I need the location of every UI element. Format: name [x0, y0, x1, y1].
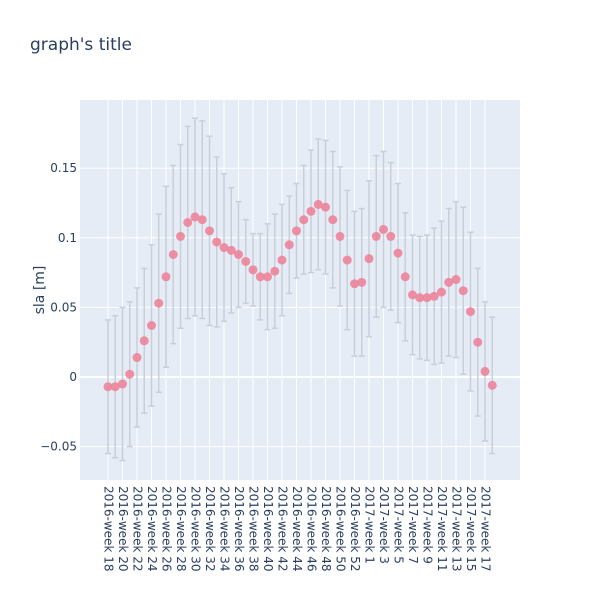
data-point[interactable]	[335, 231, 345, 241]
data-point[interactable]	[241, 256, 251, 266]
x-tick-label: 2016-week 50	[334, 486, 348, 571]
data-point[interactable]	[292, 226, 301, 236]
data-point[interactable]	[284, 240, 294, 250]
y-tick-label: 0.1	[58, 231, 77, 245]
data-point[interactable]	[248, 265, 258, 275]
x-tick-label: 2016-week 30	[189, 486, 203, 571]
x-tick-label: 2016-week 32	[203, 486, 217, 571]
x-tick-label: 2016-week 42	[276, 486, 290, 571]
x-tick-label: 2016-week 40	[261, 486, 275, 571]
x-tick-label: 2016-week 46	[305, 486, 319, 571]
data-point[interactable]	[263, 272, 272, 282]
x-tick-label: 2017-week 15	[464, 486, 478, 571]
plot-area	[80, 100, 520, 480]
x-tick-label: 2017-week 7	[406, 486, 420, 564]
data-point[interactable]	[444, 277, 454, 287]
data-point[interactable]	[154, 298, 164, 308]
data-point[interactable]	[451, 275, 461, 285]
y-axis-title: sla [m]	[32, 266, 48, 315]
data-point[interactable]	[234, 250, 243, 260]
data-point[interactable]	[255, 272, 265, 282]
data-point[interactable]	[473, 337, 483, 347]
data-point[interactable]	[487, 380, 497, 390]
data-point[interactable]	[400, 272, 410, 282]
x-tick-labels: 2016-week 18 2016-week 20 2016-week 22 2016…	[102, 486, 493, 571]
x-tick-label: 2016-week 52	[348, 486, 362, 571]
data-point[interactable]	[386, 231, 396, 241]
y-tick-label: 0.05	[50, 300, 77, 314]
data-point[interactable]	[277, 255, 287, 265]
x-tick-label: 2017-week 1	[363, 486, 377, 564]
x-tick-label: 2016-week 28	[174, 486, 188, 571]
chart-title: graph's title	[30, 35, 132, 55]
data-point[interactable]	[422, 293, 432, 303]
data-point[interactable]	[270, 266, 280, 276]
x-tick-label: 2016-week 36	[232, 486, 246, 571]
data-point[interactable]	[190, 212, 200, 222]
data-point[interactable]	[132, 353, 142, 363]
x-tick-label: 2016-week 44	[290, 486, 304, 571]
x-tick-label: 2016-week 18	[102, 486, 116, 571]
data-point[interactable]	[176, 231, 185, 241]
data-point[interactable]	[371, 231, 381, 241]
x-tick-label: 2017-week 9	[421, 486, 435, 564]
data-point[interactable]	[364, 254, 374, 264]
data-point[interactable]	[466, 307, 475, 317]
data-point[interactable]	[321, 202, 330, 212]
y-tick-label: 0.15	[50, 161, 77, 175]
x-tick-label: 2016-week 38	[247, 486, 261, 571]
data-point[interactable]	[118, 379, 127, 389]
data-point[interactable]	[103, 382, 113, 392]
data-point[interactable]	[408, 290, 417, 300]
data-point[interactable]	[197, 215, 207, 225]
data-point[interactable]	[350, 279, 359, 289]
data-point[interactable]	[437, 287, 446, 297]
y-tick-label: −0.05	[40, 440, 77, 454]
data-point[interactable]	[219, 243, 229, 253]
x-tick-label: 2017-week 13	[450, 486, 464, 571]
data-point[interactable]	[183, 217, 193, 227]
data-point[interactable]	[147, 320, 156, 330]
x-tick-label: 2016-week 20	[116, 486, 130, 571]
data-point[interactable]	[110, 382, 120, 392]
data-point[interactable]	[480, 366, 490, 376]
data-point[interactable]	[415, 293, 425, 303]
y-tick-label: 0	[69, 370, 77, 384]
data-point[interactable]	[342, 255, 352, 265]
data-point[interactable]	[125, 369, 135, 379]
x-tick-label: 2017-week 3	[377, 486, 391, 564]
data-point[interactable]	[379, 224, 388, 234]
data-point[interactable]	[226, 245, 236, 255]
data-point[interactable]	[161, 272, 171, 282]
x-tick-label: 2016-week 22	[131, 486, 145, 571]
x-tick-label: 2016-week 26	[160, 486, 174, 571]
data-point[interactable]	[168, 250, 178, 260]
data-point[interactable]	[306, 206, 316, 216]
x-tick-label: 2017-week 17	[479, 486, 493, 571]
data-point[interactable]	[357, 277, 367, 287]
x-tick-label: 2016-week 34	[218, 486, 232, 571]
x-tick-label: 2016-week 24	[145, 486, 159, 571]
data-point[interactable]	[205, 226, 214, 236]
data-point[interactable]	[139, 336, 149, 346]
data-point[interactable]	[313, 199, 323, 209]
x-tick-label: 2017-week 11	[435, 486, 449, 571]
data-points	[103, 199, 497, 392]
data-point[interactable]	[212, 237, 222, 247]
data-point[interactable]	[328, 215, 338, 225]
data-point[interactable]	[429, 291, 439, 301]
x-tick-label: 2017-week 5	[392, 486, 406, 564]
data-point[interactable]	[458, 286, 468, 296]
x-tick-label: 2016-week 48	[319, 486, 333, 571]
data-point[interactable]	[393, 248, 403, 258]
data-point[interactable]	[299, 215, 309, 225]
y-tick-labels: −0.05 0 0.05 0.1 0.15	[40, 161, 77, 453]
